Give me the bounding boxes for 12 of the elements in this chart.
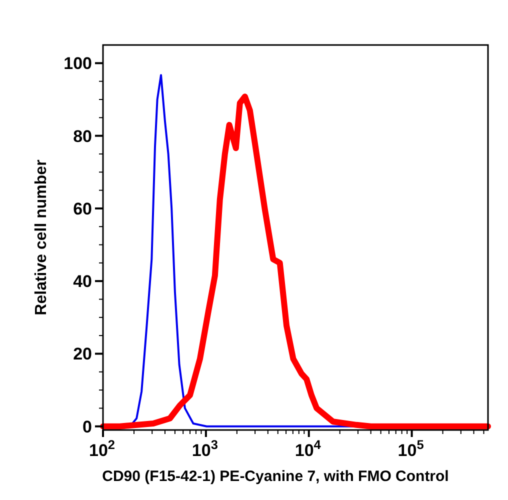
y-tick-label: 100 bbox=[64, 54, 92, 74]
y-tick-label: 40 bbox=[73, 272, 92, 292]
x-tick-label: 10$^{4}$ bbox=[294, 436, 322, 460]
y-tick-label: 20 bbox=[73, 344, 92, 364]
y-axis-title: Relative cell number bbox=[33, 160, 50, 316]
y-tick-label: 60 bbox=[73, 199, 92, 218]
x-tick-label: 10$^{5}$ bbox=[398, 436, 424, 460]
x-tick-label: 10$^{3}$ bbox=[192, 436, 218, 460]
x-axis-title: CD90 (F15-42-1) PE-Cyanine 7, with FMO Control bbox=[102, 468, 449, 485]
x-tick-label: 10$^{2}$ bbox=[89, 436, 116, 460]
y-tick-label: 80 bbox=[73, 126, 92, 146]
y-tick-label: 0 bbox=[82, 417, 92, 436]
